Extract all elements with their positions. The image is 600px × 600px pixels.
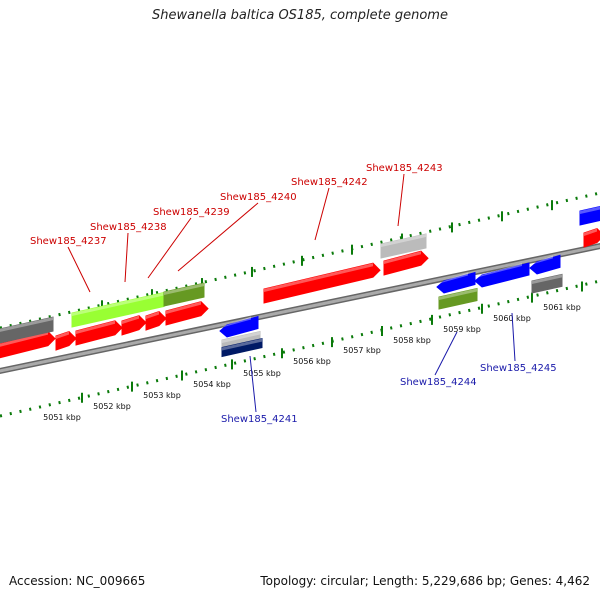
gene-feature-shine bbox=[530, 255, 553, 265]
summary-text: Topology: circular; Length: 5,229,686 bp… bbox=[260, 574, 590, 588]
label-lines bbox=[67, 173, 516, 413]
gene-feature-shine bbox=[76, 320, 115, 334]
gene-feature bbox=[221, 337, 263, 358]
gene-label-forward: Shew185_4243 bbox=[366, 163, 443, 174]
gene-label-reverse: Shew185_4241 bbox=[221, 414, 298, 425]
gene-feature bbox=[263, 262, 381, 304]
label-leader-line bbox=[67, 246, 91, 293]
lower-major-ticks bbox=[81, 281, 583, 403]
gene-feature bbox=[55, 330, 77, 351]
tick-label: 5059 kbp bbox=[443, 325, 481, 334]
gene-feature bbox=[474, 262, 530, 288]
gene-label-forward: Shew185_4242 bbox=[291, 177, 368, 188]
tick-label: 5057 kbp bbox=[343, 346, 381, 355]
gene-feature-shine bbox=[164, 283, 204, 295]
gene-label-reverse: Shew185_4244 bbox=[400, 377, 477, 388]
gene-feature-shine bbox=[166, 301, 201, 314]
gene-feature-shine bbox=[0, 331, 48, 347]
label-leader-line bbox=[397, 173, 405, 227]
lower-ruler bbox=[0, 279, 600, 418]
gene-feature-shine bbox=[584, 228, 597, 236]
gene-feature bbox=[75, 320, 123, 346]
gene-feature-shine bbox=[475, 262, 522, 278]
gene-feature bbox=[529, 254, 561, 275]
tick-label: 5054 kbp bbox=[193, 380, 231, 389]
gene-feature bbox=[383, 250, 429, 276]
gene-feature bbox=[145, 310, 167, 331]
gene-feature bbox=[583, 227, 600, 248]
gene-feature bbox=[163, 282, 205, 307]
gene-feature-shine bbox=[56, 331, 69, 339]
gene-label-forward: Shew185_4238 bbox=[90, 222, 167, 233]
accession-text: Accession: NC_009665 bbox=[9, 574, 146, 588]
tick-label: 5052 kbp bbox=[93, 402, 131, 411]
gene-feature-shine bbox=[222, 331, 260, 343]
gene-feature bbox=[219, 315, 259, 338]
gene-label-forward: Shew185_4240 bbox=[220, 192, 297, 203]
label-leader-line bbox=[177, 202, 259, 272]
tick-label: 5055 kbp bbox=[243, 369, 281, 378]
gene-feature-shine bbox=[146, 311, 159, 319]
gene-feature-shine bbox=[0, 317, 53, 332]
label-leader-line bbox=[147, 217, 192, 279]
gene-feature bbox=[71, 291, 165, 328]
gene-feature-shine bbox=[580, 206, 600, 214]
tick-label: 5051 kbp bbox=[43, 413, 81, 422]
gene-feature bbox=[380, 233, 427, 259]
gene-feature-shine bbox=[532, 274, 562, 284]
gene-feature-shine bbox=[384, 251, 421, 264]
features bbox=[0, 206, 600, 359]
gene-feature bbox=[121, 315, 147, 336]
gene-feature-shine bbox=[122, 315, 139, 324]
gene-feature bbox=[165, 301, 209, 326]
label-leader-line bbox=[511, 312, 516, 362]
tick-label: 5058 kbp bbox=[393, 336, 431, 345]
tick-label: 5061 kbp bbox=[543, 303, 581, 312]
gene-feature-shine bbox=[437, 272, 468, 284]
gene-labels: Shew185_4237 Shew185_4238 Shew185_4239 Shew… bbox=[30, 163, 557, 425]
label-leader-line bbox=[434, 331, 458, 376]
gene-feature-shine bbox=[264, 263, 373, 292]
label-leader-line bbox=[314, 187, 330, 241]
tick-label: 5056 kbp bbox=[293, 357, 331, 366]
label-leader-line bbox=[124, 232, 129, 283]
gene-feature-shine bbox=[220, 316, 251, 328]
gene-label-forward: Shew185_4239 bbox=[153, 207, 230, 218]
gene-feature bbox=[0, 316, 54, 344]
gene-feature bbox=[438, 287, 478, 310]
tick-label: 5053 kbp bbox=[143, 391, 181, 400]
gene-label-forward: Shew185_4237 bbox=[30, 236, 107, 247]
label-leader-line bbox=[249, 355, 257, 413]
gene-feature bbox=[579, 206, 600, 226]
gene-feature-shine bbox=[381, 233, 426, 247]
gene-feature bbox=[436, 271, 476, 294]
gene-feature-shine bbox=[72, 292, 164, 316]
gene-feature-shine bbox=[222, 338, 262, 351]
gene-feature bbox=[531, 273, 563, 294]
gene-label-reverse: Shew185_4245 bbox=[480, 363, 557, 374]
map-title: Shewanella baltica OS185, complete genom… bbox=[152, 8, 448, 23]
tick-labels: 5051 kbp 5052 kbp 5053 kbp 5054 kbp 5055 kbp… bbox=[43, 303, 581, 422]
gene-feature-shine bbox=[439, 288, 477, 300]
